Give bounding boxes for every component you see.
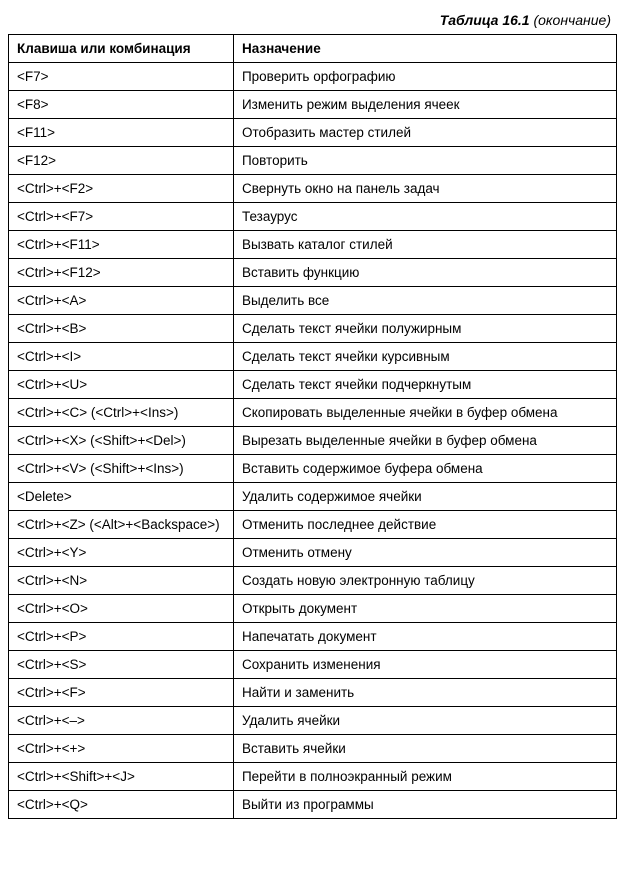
table-row: <F12>Повторить	[9, 147, 617, 175]
cell-desc: Скопировать выделенные ячейки в буфер об…	[233, 399, 616, 427]
cell-desc: Тезаурус	[233, 203, 616, 231]
cell-key: <Ctrl>+<–>	[9, 707, 234, 735]
table-row: <Ctrl>+<S>Сохранить изменения	[9, 651, 617, 679]
table-row: <Ctrl>+<C> (<Ctrl>+<Ins>)Скопировать выд…	[9, 399, 617, 427]
cell-desc: Сделать текст ячейки полужирным	[233, 315, 616, 343]
cell-key: <Ctrl>+<Q>	[9, 791, 234, 819]
cell-key: <Ctrl>+<Shift>+<J>	[9, 763, 234, 791]
table-row: <Ctrl>+<V> (<Shift>+<Ins>)Вставить содер…	[9, 455, 617, 483]
table-row: <F11>Отобразить мастер стилей	[9, 119, 617, 147]
table-row: <Ctrl>+<–>Удалить ячейки	[9, 707, 617, 735]
cell-key: <Ctrl>+<F7>	[9, 203, 234, 231]
cell-key: <Ctrl>+<P>	[9, 623, 234, 651]
cell-desc: Перейти в полноэкранный режим	[233, 763, 616, 791]
cell-key: <Ctrl>+<I>	[9, 343, 234, 371]
cell-desc: Сделать текст ячейки курсивным	[233, 343, 616, 371]
cell-desc: Выделить все	[233, 287, 616, 315]
header-desc: Назначение	[233, 35, 616, 63]
cell-desc: Вызвать каталог стилей	[233, 231, 616, 259]
table-row: <Ctrl>+<F12>Вставить функцию	[9, 259, 617, 287]
cell-desc: Удалить ячейки	[233, 707, 616, 735]
cell-key: <F7>	[9, 63, 234, 91]
table-row: <F7>Проверить орфографию	[9, 63, 617, 91]
cell-desc: Отменить последнее действие	[233, 511, 616, 539]
cell-desc: Вставить ячейки	[233, 735, 616, 763]
cell-key: <Ctrl>+<C> (<Ctrl>+<Ins>)	[9, 399, 234, 427]
table-body: <F7>Проверить орфографию<F8>Изменить реж…	[9, 63, 617, 819]
table-row: <Ctrl>+<F>Найти и заменить	[9, 679, 617, 707]
cell-key: <Ctrl>+<U>	[9, 371, 234, 399]
cell-key: <Ctrl>+<V> (<Shift>+<Ins>)	[9, 455, 234, 483]
cell-key: <Ctrl>+<Z> (<Alt>+<Backspace>)	[9, 511, 234, 539]
cell-desc: Создать новую электронную таблицу	[233, 567, 616, 595]
cell-key: <Ctrl>+<F2>	[9, 175, 234, 203]
table-row: <Ctrl>+<Shift>+<J>Перейти в полноэкранны…	[9, 763, 617, 791]
cell-key: <Ctrl>+<Y>	[9, 539, 234, 567]
cell-key: <Ctrl>+<O>	[9, 595, 234, 623]
table-row: <Ctrl>+<O>Открыть документ	[9, 595, 617, 623]
table-header-row: Клавиша или комбинация Назначение	[9, 35, 617, 63]
cell-key: <Ctrl>+<S>	[9, 651, 234, 679]
cell-key: <Delete>	[9, 483, 234, 511]
cell-desc: Напечатать документ	[233, 623, 616, 651]
cell-key: <Ctrl>+<F12>	[9, 259, 234, 287]
table-row: <Ctrl>+<I>Сделать текст ячейки курсивным	[9, 343, 617, 371]
cell-key: <Ctrl>+<B>	[9, 315, 234, 343]
table-row: <Ctrl>+<N>Создать новую электронную табл…	[9, 567, 617, 595]
table-row: <Ctrl>+<F11>Вызвать каталог стилей	[9, 231, 617, 259]
table-row: <Ctrl>+<F7>Тезаурус	[9, 203, 617, 231]
cell-desc: Вырезать выделенные ячейки в буфер обмен…	[233, 427, 616, 455]
cell-key: <F11>	[9, 119, 234, 147]
table-row: <Ctrl>+<Y>Отменить отмену	[9, 539, 617, 567]
table-row: <Ctrl>+<P>Напечатать документ	[9, 623, 617, 651]
table-row: <Ctrl>+<B>Сделать текст ячейки полужирны…	[9, 315, 617, 343]
cell-desc: Вставить функцию	[233, 259, 616, 287]
cell-key: <Ctrl>+<N>	[9, 567, 234, 595]
shortcuts-table: Клавиша или комбинация Назначение <F7>Пр…	[8, 34, 617, 819]
cell-desc: Открыть документ	[233, 595, 616, 623]
table-row: <Ctrl>+<F2>Свернуть окно на панель задач	[9, 175, 617, 203]
cell-desc: Вставить содержимое буфера обмена	[233, 455, 616, 483]
table-row: <Delete>Удалить содержимое ячейки	[9, 483, 617, 511]
cell-key: <Ctrl>+<A>	[9, 287, 234, 315]
cell-desc: Повторить	[233, 147, 616, 175]
cell-desc: Отобразить мастер стилей	[233, 119, 616, 147]
table-row: <Ctrl>+<X> (<Shift>+<Del>)Вырезать выдел…	[9, 427, 617, 455]
table-row: <Ctrl>+<Z> (<Alt>+<Backspace>)Отменить п…	[9, 511, 617, 539]
cell-key: <Ctrl>+<X> (<Shift>+<Del>)	[9, 427, 234, 455]
table-row: <Ctrl>+<A>Выделить все	[9, 287, 617, 315]
cell-key: <F12>	[9, 147, 234, 175]
cell-desc: Отменить отмену	[233, 539, 616, 567]
cell-key: <Ctrl>+<+>	[9, 735, 234, 763]
header-key: Клавиша или комбинация	[9, 35, 234, 63]
cell-desc: Найти и заменить	[233, 679, 616, 707]
cell-key: <F8>	[9, 91, 234, 119]
table-row: <Ctrl>+<Q>Выйти из программы	[9, 791, 617, 819]
cell-desc: Сохранить изменения	[233, 651, 616, 679]
table-row: <F8>Изменить режим выделения ячеек	[9, 91, 617, 119]
table-row: <Ctrl>+<+>Вставить ячейки	[9, 735, 617, 763]
table-caption: Таблица 16.1 (окончание)	[8, 12, 611, 28]
cell-desc: Свернуть окно на панель задач	[233, 175, 616, 203]
caption-title: Таблица 16.1	[440, 12, 530, 28]
cell-desc: Выйти из программы	[233, 791, 616, 819]
cell-key: <Ctrl>+<F11>	[9, 231, 234, 259]
cell-desc: Проверить орфографию	[233, 63, 616, 91]
cell-desc: Удалить содержимое ячейки	[233, 483, 616, 511]
cell-key: <Ctrl>+<F>	[9, 679, 234, 707]
cell-desc: Изменить режим выделения ячеек	[233, 91, 616, 119]
table-row: <Ctrl>+<U>Сделать текст ячейки подчеркну…	[9, 371, 617, 399]
caption-suffix: (окончание)	[530, 12, 611, 28]
cell-desc: Сделать текст ячейки подчеркнутым	[233, 371, 616, 399]
